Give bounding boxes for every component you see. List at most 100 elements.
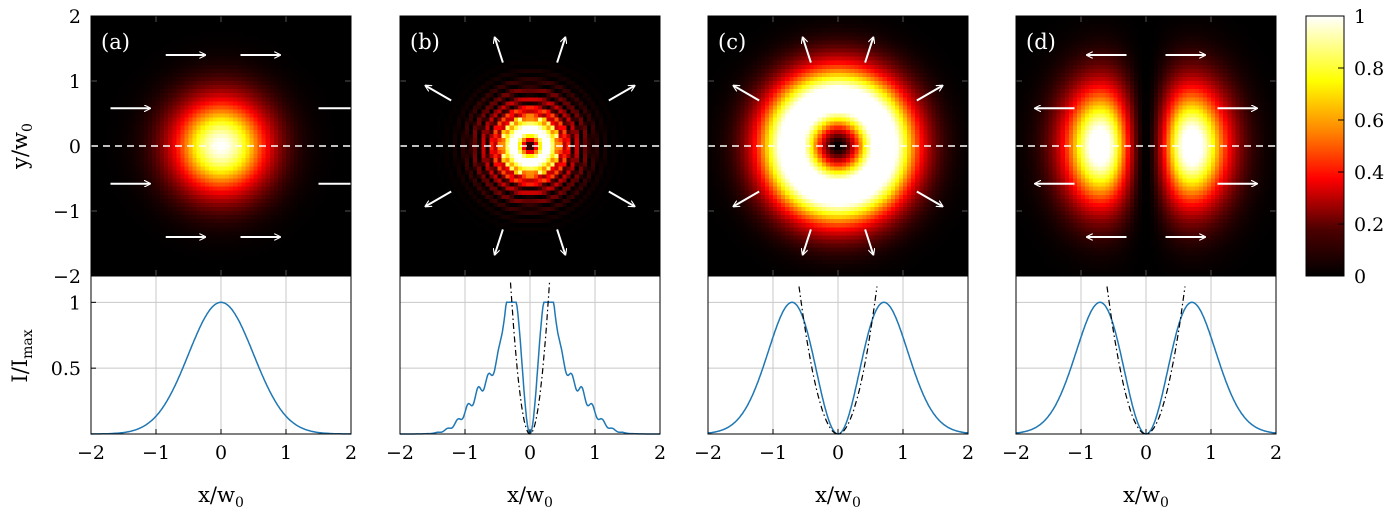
heatmap-cell (257, 56, 263, 62)
heatmap-cell (314, 211, 319, 216)
heatmap-cell (147, 170, 153, 175)
heatmap-cell (290, 32, 295, 37)
heatmap-cell (542, 32, 547, 37)
heatmap-cell (241, 113, 246, 118)
heatmap-cell (196, 32, 202, 37)
heatmap-cell (168, 271, 173, 277)
heatmap-cell (432, 60, 437, 66)
heatmap-cell (123, 36, 128, 41)
heatmap-cell (103, 255, 108, 261)
heatmap-cell (151, 267, 157, 273)
heatmap-cell (253, 239, 258, 244)
heatmap-cell (253, 154, 258, 159)
heatmap-cell (135, 271, 141, 277)
heatmap-cell (151, 227, 157, 232)
heatmap-cell (330, 89, 336, 94)
heatmap-cell (412, 56, 417, 62)
heatmap-cell (200, 81, 206, 86)
heatmap-cell (330, 206, 336, 212)
heatmap-cell (237, 194, 242, 200)
heatmap-cell (265, 60, 271, 66)
heatmap-cell (200, 28, 206, 33)
heatmap-cell (440, 48, 446, 53)
heatmap-cell (192, 251, 198, 257)
heatmap-cell (460, 36, 466, 41)
heatmap-cell (156, 219, 161, 224)
heatmap-cell (298, 16, 303, 21)
heatmap-cell (164, 64, 169, 70)
heatmap-cell (245, 76, 250, 82)
heatmap-cell (196, 239, 202, 244)
heatmap-cell (229, 211, 234, 216)
heatmap-cell (408, 48, 413, 53)
heatmap-cell (265, 109, 271, 114)
heatmap-cell (95, 137, 100, 143)
heatmap-cell (334, 247, 340, 253)
heatmap-cell (119, 267, 124, 273)
heatmap-cell (99, 206, 104, 212)
heatmap-cell (225, 76, 230, 82)
heatmap-cell (302, 174, 307, 179)
heatmap-cell (310, 89, 315, 94)
heatmap-cell (273, 40, 279, 45)
heatmap-cell (277, 219, 283, 224)
heatmap-cell (176, 105, 181, 110)
heatmap-cell (245, 211, 250, 216)
heatmap-cell (574, 40, 580, 45)
heatmap-cell (168, 141, 173, 147)
heatmap-cell (465, 60, 470, 66)
heatmap-cell (509, 56, 515, 62)
heatmap-cell (225, 182, 230, 188)
heatmap-cell (318, 129, 323, 135)
heatmap-cell (127, 72, 133, 78)
heatmap-cell (261, 72, 267, 78)
heatmap-cell (229, 129, 234, 135)
heatmap-cell (273, 219, 279, 224)
heatmap-cell (570, 60, 576, 66)
heatmap-cell (257, 113, 263, 118)
heatmap-cell (265, 16, 271, 21)
heatmap-cell (334, 52, 340, 58)
heatmap-cell (111, 271, 116, 277)
heatmap-cell (233, 243, 238, 248)
heatmap-cell (225, 271, 230, 277)
heatmap-cell (91, 76, 96, 82)
heatmap-cell (176, 227, 181, 232)
heatmap-cell (123, 227, 128, 232)
heatmap-cell (212, 125, 218, 131)
heatmap-cell (180, 137, 185, 143)
heatmap-cell (221, 76, 226, 82)
heatmap-cell (432, 32, 437, 37)
heatmap-cell (127, 182, 133, 188)
heatmap-cell (314, 162, 319, 167)
heatmap-cell (249, 44, 254, 49)
heatmap-cell (160, 101, 165, 106)
heatmap-cell (314, 129, 319, 135)
heatmap-cell (346, 16, 352, 21)
heatmap-cell (241, 68, 246, 74)
heatmap-cell (330, 48, 336, 53)
heatmap-cell (164, 194, 169, 200)
heatmap-cell (334, 40, 340, 45)
heatmap-cell (176, 158, 181, 163)
heatmap-cell (196, 219, 202, 224)
heatmap-cell (322, 255, 328, 261)
heatmap-cell (127, 243, 133, 248)
heatmap-cell (245, 170, 250, 175)
heatmap-cell (204, 40, 210, 45)
heatmap-cell (103, 64, 108, 70)
heatmap-cell (237, 76, 242, 82)
heatmap-cell (229, 223, 234, 228)
heatmap-cell (310, 255, 315, 261)
heatmap-cell (489, 16, 494, 21)
heatmap-cell (95, 97, 100, 102)
heatmap-cell (493, 60, 498, 66)
heatmap-cell (131, 211, 137, 216)
heatmap-cell (139, 243, 145, 248)
heatmap-cell (456, 16, 462, 21)
heatmap-cell (286, 68, 291, 74)
heatmap-cell (156, 20, 161, 25)
heatmap-cell (306, 24, 311, 29)
heatmap-cell (225, 170, 230, 175)
heatmap-cell (342, 141, 348, 147)
